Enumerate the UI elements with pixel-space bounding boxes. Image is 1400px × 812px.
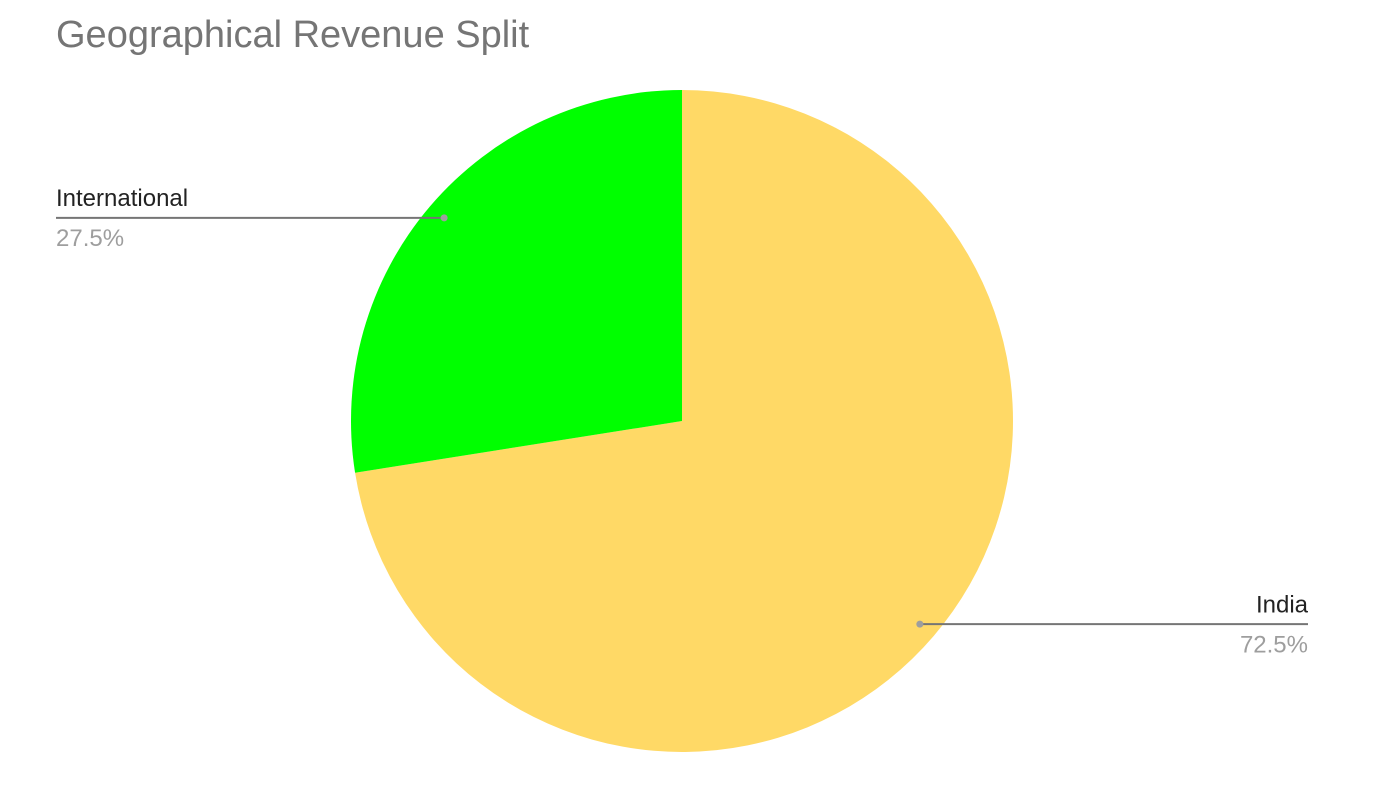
- slice-value-label: 27.5%: [56, 225, 124, 252]
- pie-slice: [351, 90, 682, 473]
- pie-slice: [355, 90, 1014, 752]
- leader-dot: [440, 214, 448, 222]
- chart-title: Geographical Revenue Split: [56, 14, 530, 56]
- slice-label: India: [1256, 591, 1309, 618]
- leader-dot: [916, 620, 924, 628]
- slice-label: International: [56, 185, 188, 212]
- slice-value-label: 72.5%: [1240, 631, 1308, 658]
